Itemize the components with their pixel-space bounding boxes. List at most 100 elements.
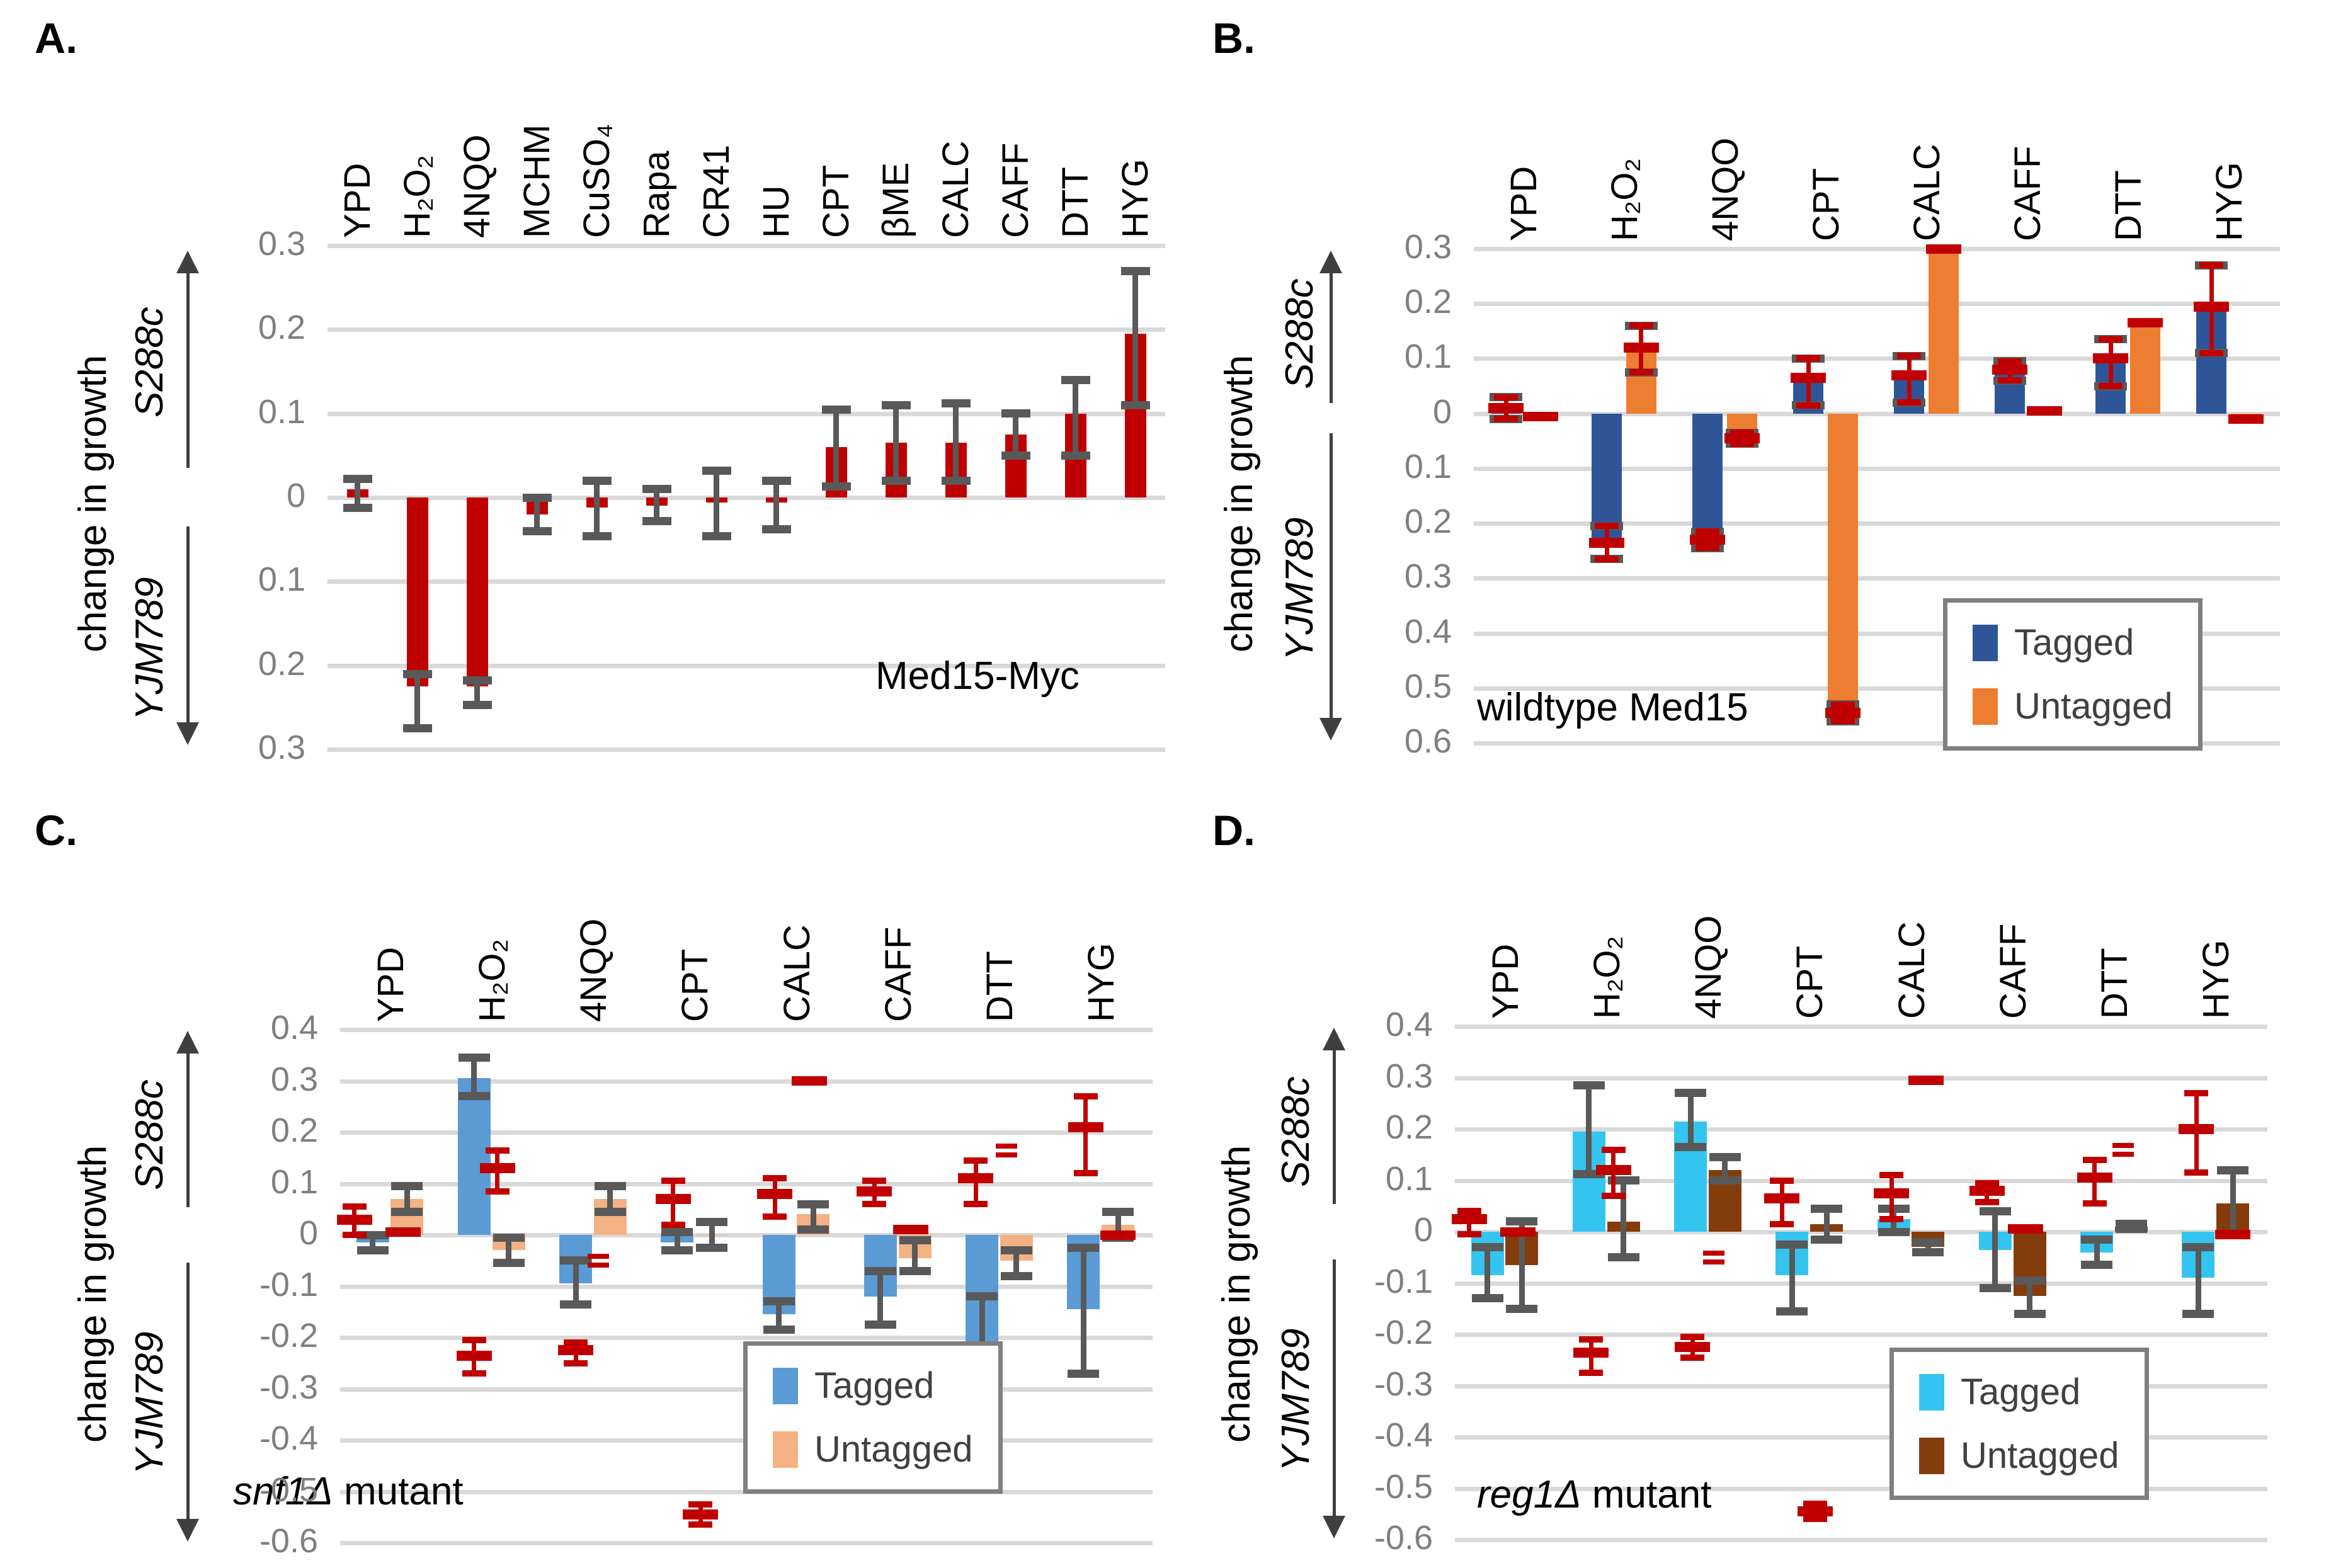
error-bar-cap: [1675, 1342, 1711, 1353]
gridline: [340, 1181, 1153, 1186]
annotation-med15-myc: Med15-Myc: [875, 654, 1080, 698]
error-bar-cap: [2199, 349, 2224, 356]
strain-label-s288c: S288c: [1278, 278, 1321, 389]
error-bar-cap: [763, 1175, 787, 1182]
error-bar-line: [1992, 1211, 1998, 1288]
legend-label-tagged: Tagged: [2014, 622, 2134, 663]
category-label: 4NQO: [456, 134, 498, 238]
error-bar-cap: [1579, 1336, 1604, 1343]
error-bar-cap: [1770, 1177, 1794, 1184]
error-bar-cap: [1471, 1294, 1503, 1303]
error-bar-cap: [1969, 1185, 2005, 1196]
error-bar-cap: [2199, 262, 2224, 269]
y-tick-label: -0.2: [1374, 1314, 1433, 1351]
gridline: [1455, 1230, 2267, 1234]
category-label: CALC: [1906, 144, 1947, 241]
y-tick-label: -0.5: [1374, 1467, 1433, 1506]
error-bar-cap: [2099, 336, 2123, 343]
error-bar-cap: [2077, 1173, 2112, 1183]
error-bar-cap: [1068, 1369, 1100, 1378]
legend-item-untagged: Untagged: [1973, 685, 2173, 727]
error-bar-cap: [493, 1233, 525, 1242]
error-bar-cap: [761, 476, 791, 485]
category-label: 4NQO: [573, 918, 615, 1022]
error-bar-cap: [688, 1501, 713, 1508]
gridline: [328, 579, 1165, 584]
y-tick-label: 0.2: [1404, 283, 1452, 321]
category-label: CPT: [1806, 168, 1847, 241]
error-bar-line: [1925, 1242, 1931, 1253]
error-bar-cap: [462, 700, 492, 709]
category-label: YPD: [1485, 943, 1526, 1019]
error-bar-cap: [1623, 343, 1659, 353]
category-label: DTT: [2108, 170, 2149, 241]
error-bar-line: [1485, 1247, 1491, 1298]
error-bar-cap: [2008, 1224, 2044, 1234]
y-tick-label: 0.3: [1385, 1057, 1433, 1095]
y-tick-label: 0.5: [1404, 667, 1452, 705]
error-bar-cap: [385, 1227, 421, 1237]
error-bar-line: [1722, 1157, 1728, 1181]
gridline: [1455, 1178, 2267, 1183]
error-bar-cap: [2081, 1261, 2113, 1270]
error-bar-cap: [683, 1509, 719, 1520]
error-bar-cap: [1878, 1227, 1910, 1236]
error-bar-line: [573, 1260, 579, 1305]
gridline: [328, 411, 1165, 416]
y-tick-label: -0.1: [1374, 1262, 1433, 1300]
error-bar-cap: [899, 1266, 931, 1275]
error-bar-cap: [594, 1182, 626, 1191]
strain-label-yjm789: YJM789: [128, 577, 171, 720]
legend: Tagged Untagged: [1889, 1348, 2149, 1500]
error-bar-cap: [336, 1214, 372, 1225]
category-label: Rapa: [635, 151, 677, 238]
legend: Tagged Untagged: [1943, 598, 2203, 751]
error-bar-line: [1132, 271, 1138, 406]
error-bar-line: [2027, 1280, 2033, 1314]
error-bar-cap: [899, 1236, 931, 1244]
gridline: [340, 1028, 1153, 1032]
y-tick-label: 0.1: [270, 1162, 318, 1201]
panel-B: B. change in growth S288c YJM789 wildtyp…: [1184, 0, 2348, 784]
axis-arrow-down-icon: [176, 1263, 199, 1542]
error-bar-cap: [941, 399, 971, 408]
error-bar-cap: [485, 1147, 510, 1154]
error-bar-cap: [1680, 1354, 1705, 1361]
error-bar-cap: [1601, 1146, 1626, 1153]
error-bar-cap: [1690, 535, 1726, 545]
gridline: [1474, 741, 2280, 746]
error-bar-line: [1080, 1247, 1086, 1374]
error-bar-cap: [821, 405, 851, 414]
bar-med15-myc-1: [406, 497, 428, 686]
y-tick-label: 0: [1413, 1211, 1433, 1249]
category-label: 4NQO: [1688, 915, 1730, 1019]
panel-letter-A: A.: [35, 14, 77, 62]
error-bar-line: [474, 680, 480, 705]
error-bar-cap: [1000, 1246, 1032, 1254]
gene-name: snf1Δ: [233, 1470, 333, 1513]
legend-swatch-untagged: [1919, 1437, 1944, 1474]
error-bar-cap: [1500, 1227, 1536, 1237]
bar-tagged-1: [1592, 413, 1622, 543]
error-bar-cap: [1709, 1153, 1741, 1162]
error-bar-cap: [1979, 1207, 2011, 1215]
y-tick-label: 0.3: [258, 225, 305, 263]
legend-item-untagged: Untagged: [773, 1428, 973, 1470]
axis-arrow-up-icon: [1323, 1028, 1345, 1204]
gridline: [1474, 576, 2280, 581]
error-bar-cap: [964, 1157, 988, 1164]
strain-label-s288c: S288c: [1274, 1076, 1318, 1188]
error-bar-cap: [862, 1201, 887, 1208]
gridline: [328, 327, 1165, 332]
error-bar-cap: [1703, 1250, 1725, 1256]
error-bar-line: [414, 674, 420, 729]
error-bar-cap: [864, 1321, 896, 1329]
error-bar-cap: [1579, 1370, 1604, 1377]
error-bar-cap: [995, 1143, 1017, 1149]
y-tick-label: 0.1: [258, 560, 305, 599]
error-bar-cap: [343, 475, 372, 484]
gridline: [340, 1336, 1153, 1340]
legend-swatch-tagged: [1973, 624, 1998, 661]
category-label: CAFF: [1992, 923, 2034, 1019]
